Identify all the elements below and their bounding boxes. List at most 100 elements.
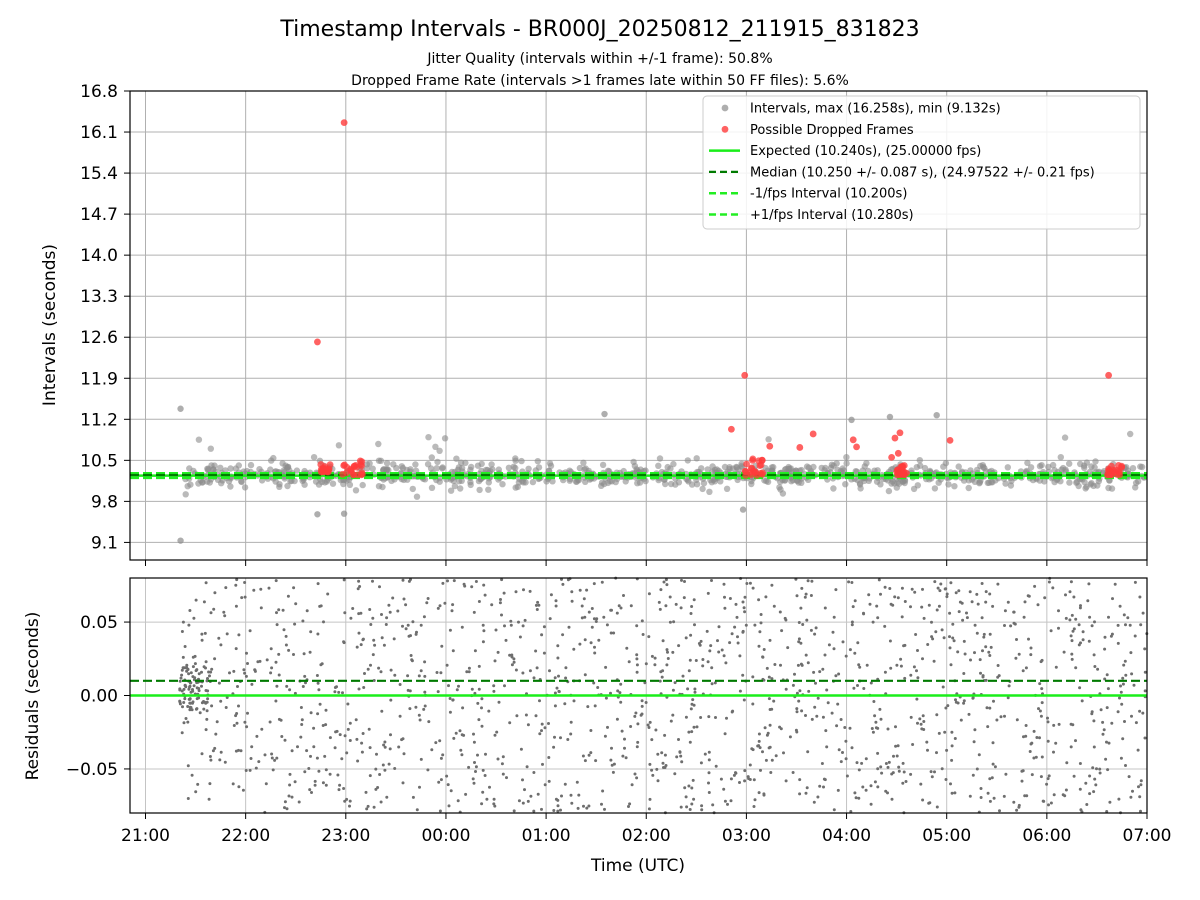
residual-point (903, 600, 907, 603)
top-dropped-points (314, 119, 1126, 479)
residual-point (640, 712, 644, 716)
residual-point (748, 763, 752, 767)
residual-point (1030, 773, 1034, 777)
x-tick-label: 23:00 (321, 826, 370, 846)
residual-point (806, 750, 810, 754)
residual-point (751, 702, 755, 706)
residual-point (868, 602, 872, 606)
residual-point (991, 604, 995, 608)
residual-point (322, 620, 325, 624)
residual-point (1039, 714, 1043, 718)
residual-point (408, 707, 412, 711)
residual-point (192, 616, 196, 620)
residual-point (600, 802, 603, 806)
interval-point (848, 416, 855, 424)
residual-point (797, 699, 801, 703)
residual-point (967, 712, 971, 716)
residual-point (561, 633, 565, 637)
residual-point (473, 691, 477, 695)
residual-point (984, 590, 988, 594)
residual-point (557, 674, 560, 678)
residual-point (839, 718, 843, 721)
residual-point (926, 643, 930, 646)
interval-point (843, 460, 850, 467)
residual-point (910, 587, 914, 591)
residual-point (615, 717, 619, 721)
top-plot-frame (129, 90, 1148, 561)
residual-point (909, 715, 913, 719)
residual-point (728, 597, 732, 600)
residual-point (299, 735, 303, 739)
residual-point (422, 615, 426, 619)
interval-point (217, 464, 224, 471)
residual-point (604, 696, 608, 700)
residual-point (552, 809, 556, 812)
interval-point (704, 466, 711, 473)
interval-point (467, 466, 474, 474)
chart-title: Timestamp Intervals - BR000J_20250812_21… (279, 17, 919, 42)
residual-point (1032, 729, 1036, 733)
interval-point (299, 477, 306, 484)
residual-point (688, 808, 692, 811)
residual-point (1009, 624, 1013, 628)
residual-point (275, 623, 279, 627)
residual-point (873, 714, 877, 718)
interval-point (1066, 479, 1073, 486)
residual-point (609, 691, 612, 695)
residual-point (1072, 627, 1076, 631)
residual-point (684, 715, 688, 719)
residual-point (275, 611, 278, 615)
residual-point (647, 592, 651, 596)
residual-point (936, 586, 940, 590)
residual-point (957, 610, 961, 614)
residual-point (458, 729, 462, 733)
residual-point (193, 662, 197, 666)
residual-point (217, 681, 221, 685)
interval-point (227, 483, 234, 490)
residual-point (647, 635, 651, 639)
residual-point (1101, 732, 1105, 736)
residual-point (738, 781, 741, 784)
residual-point (1099, 708, 1103, 712)
residual-point (770, 677, 774, 681)
interval-point (634, 480, 641, 487)
dropped-frame-point (853, 443, 860, 451)
residual-point (414, 705, 418, 709)
residual-point (186, 797, 190, 800)
residual-point (897, 765, 901, 769)
dropped-frame-point (741, 371, 749, 379)
residual-point (795, 594, 799, 598)
residual-point (804, 592, 808, 596)
residual-point (662, 580, 666, 584)
x-tick-label: 00:00 (421, 826, 470, 846)
residual-point (302, 652, 306, 656)
residual-point (217, 636, 221, 640)
residual-point (246, 711, 249, 715)
residual-point (377, 666, 381, 670)
residual-point (916, 676, 920, 680)
legend-label: +1/fps Interval (10.280s) (750, 208, 914, 223)
interval-point (232, 465, 239, 472)
residual-point (772, 604, 776, 608)
residual-point (635, 776, 639, 780)
residual-point (360, 741, 364, 745)
residual-point (578, 588, 582, 592)
residual-point (640, 704, 644, 708)
residual-point (979, 787, 983, 790)
interval-point (1057, 454, 1065, 461)
residual-point (494, 628, 498, 632)
residual-point (434, 741, 438, 745)
interval-point (293, 467, 301, 474)
residual-point (738, 654, 742, 658)
top-y-tick-label: 11.2 (80, 410, 118, 430)
interval-point (390, 461, 397, 468)
residual-point (385, 616, 389, 620)
residual-point (624, 756, 628, 760)
residual-point (944, 587, 948, 591)
interval-point (455, 478, 463, 485)
residual-point (186, 720, 190, 724)
residual-point (404, 603, 408, 607)
residual-point (297, 800, 301, 804)
residual-point (1119, 690, 1123, 694)
residual-point (965, 616, 969, 620)
